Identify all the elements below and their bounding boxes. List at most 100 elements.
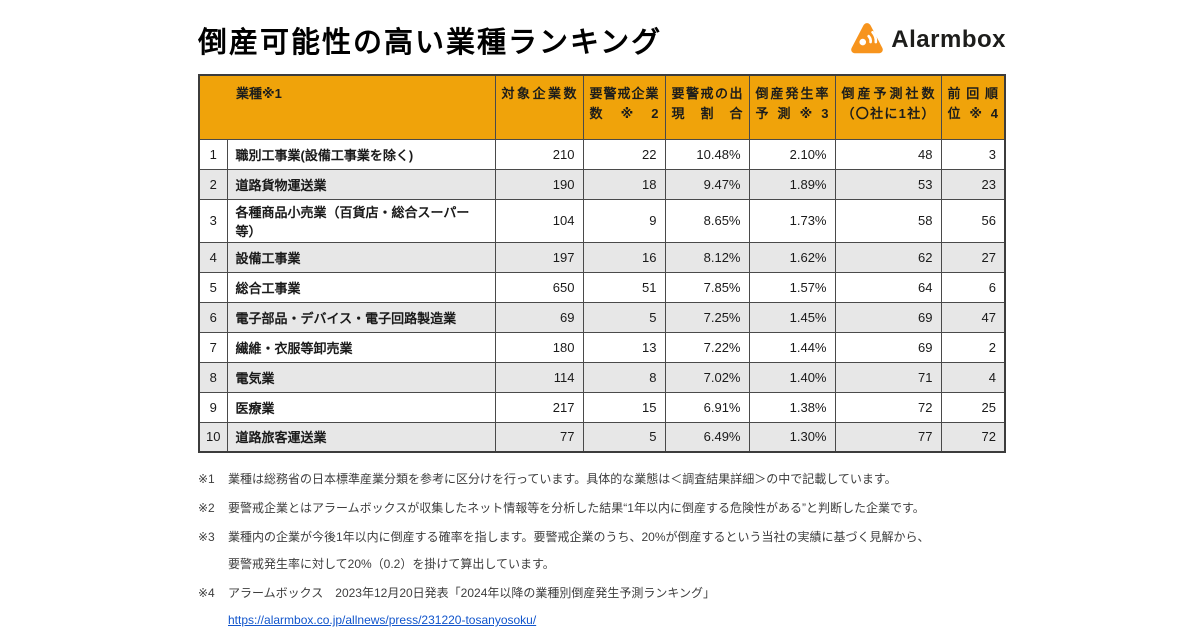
cell-predicted-one-in-n: 48 [834, 138, 942, 170]
footnote-3-text-line1: 業種内の企業が今後1年以内に倒産する確率を指します。要警戒企業のうち、20%が倒… [228, 530, 930, 544]
cell-alert-ratio: 7.25% [664, 301, 750, 333]
table-row: 1 職別工事業(設備工事業を除く) 210 22 10.48% 2.10% 48… [198, 138, 1006, 170]
ranking-table: 業種※1 対象企業数 要警戒企業数※2 要警戒の出現割合 倒産発生率予測※3 倒… [198, 74, 1006, 453]
footnote-2-marker: ※2 [198, 501, 215, 515]
cell-alert-ratio: 8.65% [664, 198, 750, 243]
footnote-1-marker: ※1 [198, 472, 215, 486]
table-row: 6 電子部品・デバイス・電子回路製造業 69 5 7.25% 1.45% 69 … [198, 301, 1006, 333]
cell-target-companies: 69 [494, 301, 584, 333]
content-area: 倒産可能性の高い業種ランキング Alarmbox 業種※1 対象企業数 要警戒企… [198, 16, 1006, 641]
footnote-2-text: 要警戒企業とはアラームボックスが収集したネット情報等を分析した結果“1年以内に倒… [228, 501, 925, 515]
cell-alert-companies: 9 [582, 198, 666, 243]
cell-rank: 10 [198, 421, 228, 453]
cell-alert-companies: 15 [582, 391, 666, 423]
cell-previous-rank: 27 [940, 241, 1006, 273]
cell-alert-companies: 16 [582, 241, 666, 273]
cell-bankruptcy-rate: 1.89% [748, 168, 836, 200]
footnote-1-text: 業種は総務省の日本標準産業分類を参考に区分けを行っています。具体的な業態は＜調査… [228, 472, 897, 486]
cell-alert-ratio: 10.48% [664, 138, 750, 170]
cell-rank: 3 [198, 198, 228, 243]
cell-previous-rank: 72 [940, 421, 1006, 453]
cell-predicted-one-in-n: 69 [834, 301, 942, 333]
cell-alert-ratio: 9.47% [664, 168, 750, 200]
cell-target-companies: 104 [494, 198, 584, 243]
cell-industry: 繊維・衣服等卸売業 [226, 331, 496, 363]
cell-industry: 総合工事業 [226, 271, 496, 303]
cell-alert-companies: 5 [582, 421, 666, 453]
table-row: 10 道路旅客運送業 77 5 6.49% 1.30% 77 72 [198, 421, 1006, 453]
cell-rank: 5 [198, 271, 228, 303]
cell-alert-ratio: 6.49% [664, 421, 750, 453]
cell-alert-ratio: 7.22% [664, 331, 750, 363]
cell-industry: 各種商品小売業（百貨店・総合スーパー等） [226, 198, 496, 243]
cell-previous-rank: 2 [940, 331, 1006, 363]
header-target-companies: 対象企業数 [494, 74, 584, 140]
cell-predicted-one-in-n: 72 [834, 391, 942, 423]
cell-target-companies: 114 [494, 361, 584, 393]
cell-bankruptcy-rate: 1.45% [748, 301, 836, 333]
cell-target-companies: 180 [494, 331, 584, 363]
cell-alert-companies: 5 [582, 301, 666, 333]
table-header-row: 業種※1 対象企業数 要警戒企業数※2 要警戒の出現割合 倒産発生率予測※3 倒… [198, 74, 1006, 140]
cell-industry: 設備工事業 [226, 241, 496, 273]
table-row: 3 各種商品小売業（百貨店・総合スーパー等） 104 9 8.65% 1.73%… [198, 198, 1006, 243]
header-alert-companies: 要警戒企業数※2 [582, 74, 666, 140]
cell-target-companies: 190 [494, 168, 584, 200]
cell-alert-ratio: 7.02% [664, 361, 750, 393]
cell-rank: 7 [198, 331, 228, 363]
footnote-3-marker: ※3 [198, 530, 215, 544]
cell-alert-companies: 22 [582, 138, 666, 170]
cell-industry: 道路貨物運送業 [226, 168, 496, 200]
table-row: 4 設備工事業 197 16 8.12% 1.62% 62 27 [198, 241, 1006, 273]
cell-alert-companies: 13 [582, 331, 666, 363]
cell-target-companies: 217 [494, 391, 584, 423]
cell-bankruptcy-rate: 1.57% [748, 271, 836, 303]
cell-predicted-one-in-n: 58 [834, 198, 942, 243]
footnotes: ※1 業種は総務省の日本標準産業分類を参考に区分けを行っています。具体的な業態は… [198, 471, 1006, 629]
cell-rank: 4 [198, 241, 228, 273]
cell-predicted-one-in-n: 77 [834, 421, 942, 453]
alarmbox-logo: Alarmbox [849, 21, 1006, 59]
footnote-4-marker: ※4 [198, 586, 215, 600]
cell-rank: 9 [198, 391, 228, 423]
table-row: 8 電気業 114 8 7.02% 1.40% 71 4 [198, 361, 1006, 393]
cell-rank: 8 [198, 361, 228, 393]
cell-target-companies: 650 [494, 271, 584, 303]
cell-industry: 医療業 [226, 391, 496, 423]
header-previous-rank: 前回順位※4 [940, 74, 1006, 140]
cell-bankruptcy-rate: 1.73% [748, 198, 836, 243]
cell-predicted-one-in-n: 71 [834, 361, 942, 393]
cell-alert-companies: 8 [582, 361, 666, 393]
cell-predicted-one-in-n: 53 [834, 168, 942, 200]
cell-bankruptcy-rate: 1.30% [748, 421, 836, 453]
cell-bankruptcy-rate: 1.38% [748, 391, 836, 423]
alarmbox-logo-icon [849, 21, 885, 59]
cell-rank: 6 [198, 301, 228, 333]
cell-previous-rank: 6 [940, 271, 1006, 303]
source-link[interactable]: https://alarmbox.co.jp/allnews/press/231… [228, 613, 537, 627]
alarmbox-logo-text: Alarmbox [891, 26, 1006, 53]
header-bankruptcy-rate: 倒産発生率予測※3 [748, 74, 836, 140]
cell-industry: 電子部品・デバイス・電子回路製造業 [226, 301, 496, 333]
table-row: 7 繊維・衣服等卸売業 180 13 7.22% 1.44% 69 2 [198, 331, 1006, 363]
header-predicted-one-in-n: 倒産予測社数（〇社に1社） [834, 74, 942, 140]
cell-alert-companies: 51 [582, 271, 666, 303]
footnote-3: ※3 業種内の企業が今後1年以内に倒産する確率を指します。要警戒企業のうち、20… [198, 529, 1006, 573]
cell-previous-rank: 25 [940, 391, 1006, 423]
cell-bankruptcy-rate: 1.40% [748, 361, 836, 393]
cell-bankruptcy-rate: 1.44% [748, 331, 836, 363]
cell-alert-ratio: 6.91% [664, 391, 750, 423]
footnote-2: ※2 要警戒企業とはアラームボックスが収集したネット情報等を分析した結果“1年以… [198, 500, 1006, 517]
cell-industry: 職別工事業(設備工事業を除く) [226, 138, 496, 170]
cell-target-companies: 197 [494, 241, 584, 273]
table-row: 5 総合工事業 650 51 7.85% 1.57% 64 6 [198, 271, 1006, 303]
footnote-4-text: アラームボックス 2023年12月20日発表「2024年以降の業種別倒産発生予測… [228, 586, 716, 600]
cell-rank: 1 [198, 138, 228, 170]
cell-previous-rank: 23 [940, 168, 1006, 200]
cell-predicted-one-in-n: 69 [834, 331, 942, 363]
footnote-4: ※4 アラームボックス 2023年12月20日発表「2024年以降の業種別倒産発… [198, 585, 1006, 629]
cell-alert-ratio: 8.12% [664, 241, 750, 273]
cell-previous-rank: 56 [940, 198, 1006, 243]
cell-previous-rank: 3 [940, 138, 1006, 170]
footnote-1: ※1 業種は総務省の日本標準産業分類を参考に区分けを行っています。具体的な業態は… [198, 471, 1006, 488]
